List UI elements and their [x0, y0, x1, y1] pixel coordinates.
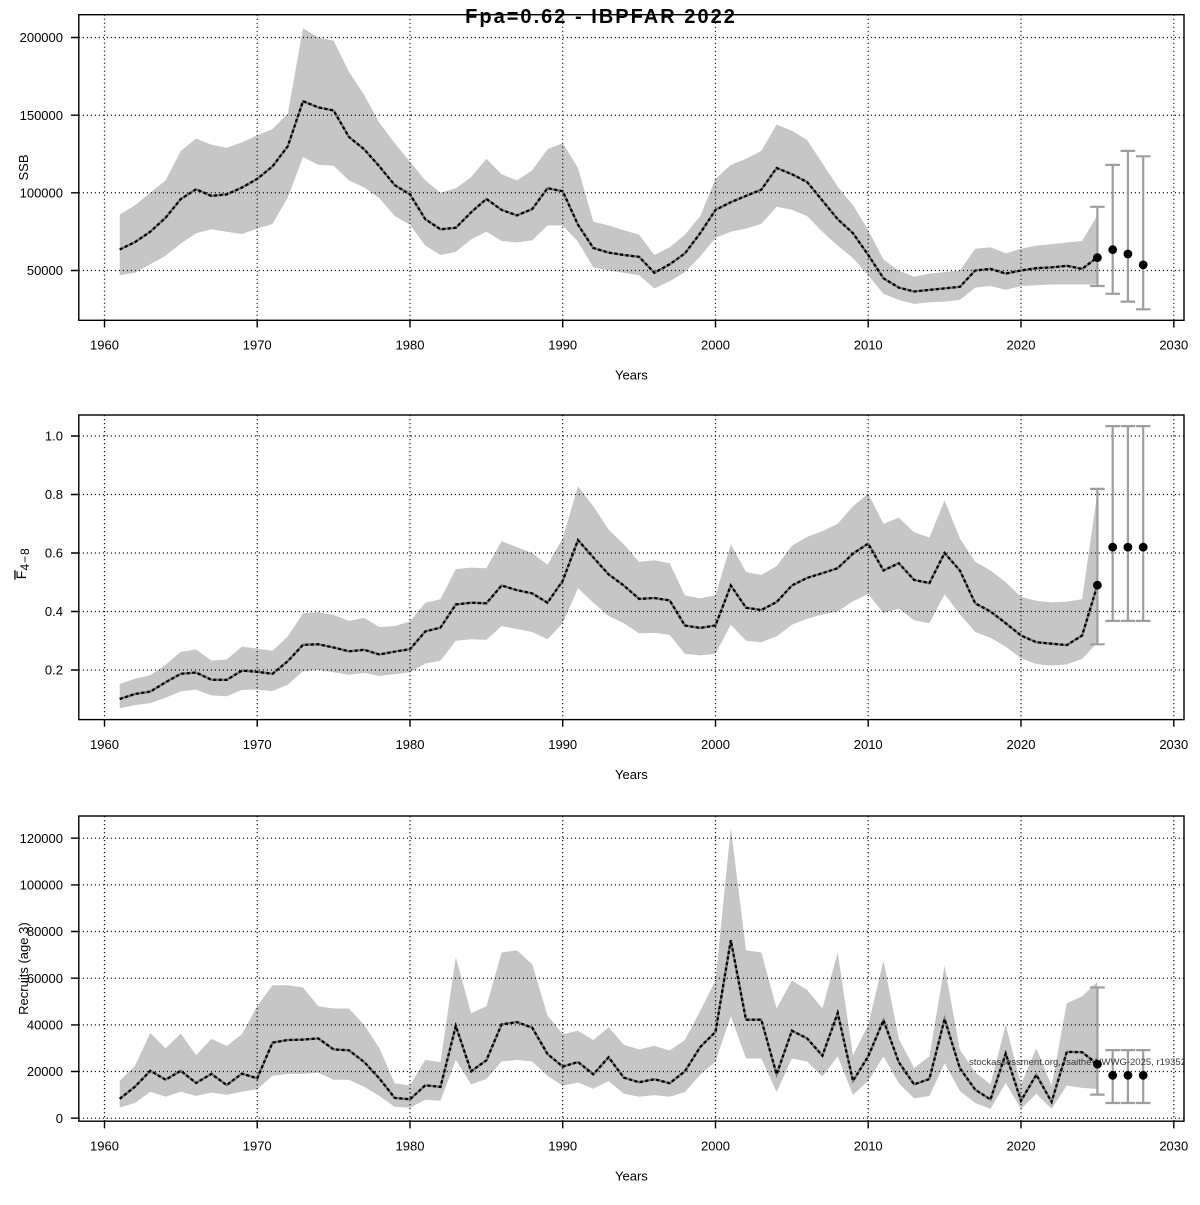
svg-text:1.0: 1.0	[45, 429, 63, 444]
svg-text:20000: 20000	[27, 1064, 63, 1079]
svg-text:0.2: 0.2	[45, 663, 63, 678]
svg-text:2000: 2000	[701, 1139, 730, 1154]
svg-text:F: F	[13, 571, 29, 580]
svg-text:2000: 2000	[701, 338, 730, 353]
svg-text:2000: 2000	[701, 737, 730, 752]
svg-text:50000: 50000	[27, 263, 63, 278]
svg-text:0: 0	[56, 1111, 63, 1126]
svg-text:2030: 2030	[1159, 338, 1188, 353]
svg-text:2020: 2020	[1007, 1139, 1036, 1154]
svg-text:2030: 2030	[1159, 1139, 1188, 1154]
svg-text:Years: Years	[615, 1168, 648, 1183]
svg-text:2010: 2010	[854, 338, 883, 353]
svg-text:100000: 100000	[20, 185, 63, 200]
svg-text:2010: 2010	[854, 1139, 883, 1154]
svg-text:2020: 2020	[1007, 737, 1036, 752]
svg-text:1980: 1980	[396, 338, 425, 353]
svg-text:2010: 2010	[854, 737, 883, 752]
svg-text:0.6: 0.6	[45, 546, 63, 561]
svg-text:stockassessment.org, fsaithe-N: stockassessment.org, fsaithe-NWWG-2025, …	[969, 1057, 1200, 1068]
svg-text:40000: 40000	[27, 1018, 63, 1033]
svg-text:1970: 1970	[243, 1139, 272, 1154]
svg-text:1980: 1980	[396, 737, 425, 752]
svg-text:60000: 60000	[27, 971, 63, 986]
svg-text:1990: 1990	[548, 737, 577, 752]
svg-text:4−8: 4−8	[18, 547, 32, 570]
svg-text:0.8: 0.8	[45, 487, 63, 502]
svg-text:1970: 1970	[243, 737, 272, 752]
svg-text:2030: 2030	[1159, 737, 1188, 752]
svg-text:1990: 1990	[548, 1139, 577, 1154]
svg-text:80000: 80000	[27, 924, 63, 939]
svg-text:1960: 1960	[90, 737, 119, 752]
svg-text:Years: Years	[615, 368, 648, 383]
svg-text:200000: 200000	[20, 30, 63, 45]
svg-text:100000: 100000	[20, 878, 63, 893]
svg-text:1990: 1990	[548, 338, 577, 353]
svg-text:0.4: 0.4	[45, 604, 63, 619]
svg-text:2020: 2020	[1007, 338, 1036, 353]
svg-text:1970: 1970	[243, 338, 272, 353]
svg-text:1960: 1960	[90, 1139, 119, 1154]
svg-text:150000: 150000	[20, 108, 63, 123]
svg-text:1960: 1960	[90, 338, 119, 353]
svg-text:SSB: SSB	[16, 154, 31, 180]
svg-text:120000: 120000	[20, 831, 63, 846]
svg-text:Years: Years	[615, 767, 648, 782]
svg-text:1980: 1980	[396, 1139, 425, 1154]
svg-text:Fpa=0.62 - IBPFAR 2022: Fpa=0.62 - IBPFAR 2022	[465, 6, 737, 28]
svg-text:Recruits (age 3): Recruits (age 3)	[16, 922, 31, 1014]
